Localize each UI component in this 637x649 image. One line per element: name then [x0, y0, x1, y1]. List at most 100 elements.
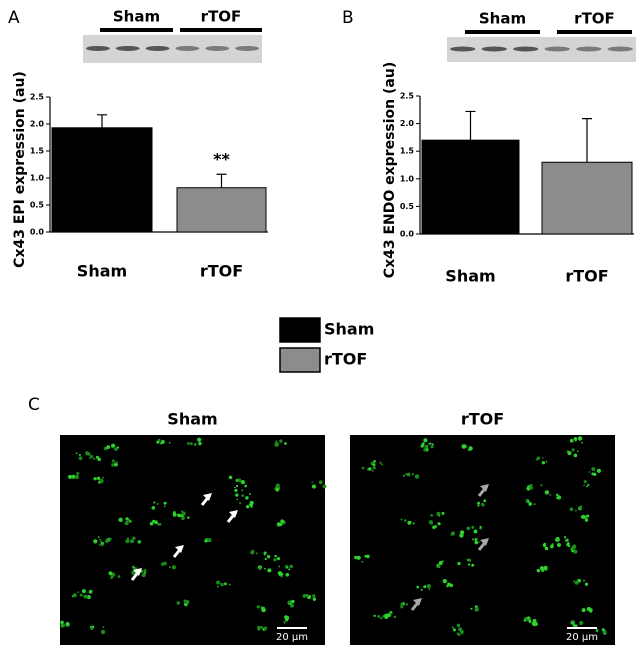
- speck: [373, 614, 376, 618]
- speck: [264, 557, 267, 561]
- speck: [449, 583, 453, 588]
- speck: [129, 539, 134, 544]
- speck: [367, 468, 370, 471]
- speck: [438, 560, 443, 565]
- speck: [93, 539, 98, 544]
- speck: [588, 471, 591, 473]
- speck: [311, 484, 316, 489]
- speck: [163, 561, 167, 566]
- speck: [393, 615, 397, 619]
- speck: [283, 621, 286, 624]
- speck: [478, 541, 480, 543]
- fluorescence-specks: [60, 437, 327, 635]
- speck: [187, 442, 190, 445]
- x-tick-label: Sham: [445, 267, 495, 286]
- speck: [573, 437, 578, 441]
- speck: [312, 594, 316, 598]
- speck: [102, 626, 105, 628]
- speck: [305, 593, 309, 598]
- speck: [431, 443, 434, 446]
- speck: [274, 442, 279, 447]
- speck: [99, 538, 102, 541]
- error-bar: [97, 114, 107, 128]
- speck: [461, 444, 466, 449]
- speck: [577, 450, 579, 453]
- micrograph: [60, 435, 325, 645]
- speck: [76, 472, 80, 475]
- speck: [477, 504, 480, 507]
- speck: [154, 520, 158, 525]
- speck: [361, 466, 365, 470]
- speck: [289, 564, 294, 569]
- speck: [114, 447, 118, 451]
- speck: [126, 537, 130, 540]
- speck: [158, 522, 162, 526]
- speck: [284, 618, 289, 622]
- speck: [75, 475, 79, 480]
- speck: [382, 615, 385, 618]
- speck: [551, 543, 554, 546]
- speck: [428, 443, 430, 445]
- speck: [529, 485, 534, 490]
- speck: [240, 479, 245, 485]
- speck: [87, 452, 91, 456]
- y-tick-label: 0.0: [400, 230, 415, 239]
- speck: [574, 580, 579, 585]
- speck: [90, 454, 94, 459]
- speck: [527, 500, 530, 503]
- speck: [156, 503, 159, 506]
- speck: [437, 522, 441, 526]
- speck: [545, 460, 548, 463]
- legend-swatch: [279, 347, 321, 373]
- speck: [207, 538, 212, 543]
- speck: [204, 540, 208, 543]
- speck: [420, 588, 423, 591]
- speck: [533, 503, 536, 506]
- speck: [541, 461, 545, 465]
- y-tick-label: 2.5: [400, 92, 415, 101]
- y-tick-label: 0.0: [30, 228, 45, 237]
- speck: [235, 484, 239, 488]
- speck: [400, 605, 404, 609]
- speck: [581, 608, 586, 613]
- speck: [151, 506, 156, 510]
- speck: [177, 513, 181, 517]
- speck: [571, 448, 575, 452]
- speck: [587, 483, 590, 486]
- speck: [264, 567, 266, 570]
- western-blot: [447, 37, 636, 62]
- speck: [368, 467, 372, 471]
- blot-band: [145, 45, 170, 51]
- speck: [592, 472, 597, 476]
- speck: [108, 571, 113, 576]
- speck: [533, 624, 536, 627]
- speck: [390, 611, 393, 614]
- blot-band: [85, 45, 110, 51]
- speck: [81, 589, 86, 594]
- speck: [258, 567, 262, 571]
- speck: [117, 575, 121, 578]
- speck: [67, 474, 73, 479]
- speck: [583, 480, 587, 484]
- error-bar: [216, 173, 227, 188]
- speck: [172, 511, 176, 514]
- speck: [436, 564, 439, 567]
- speck: [72, 593, 77, 598]
- speck: [237, 478, 242, 483]
- bar: [51, 127, 153, 233]
- speck: [245, 505, 250, 509]
- speck: [573, 549, 578, 554]
- speck: [153, 501, 156, 504]
- speck: [287, 600, 292, 604]
- y-tick-label: 1.0: [30, 174, 45, 183]
- speck: [584, 518, 589, 522]
- speck: [404, 473, 407, 476]
- panel-label: A: [8, 8, 20, 28]
- speck: [473, 529, 478, 534]
- speck: [563, 536, 567, 539]
- speck: [290, 599, 295, 604]
- speck: [60, 620, 64, 625]
- speck: [95, 455, 100, 459]
- speck: [428, 520, 433, 525]
